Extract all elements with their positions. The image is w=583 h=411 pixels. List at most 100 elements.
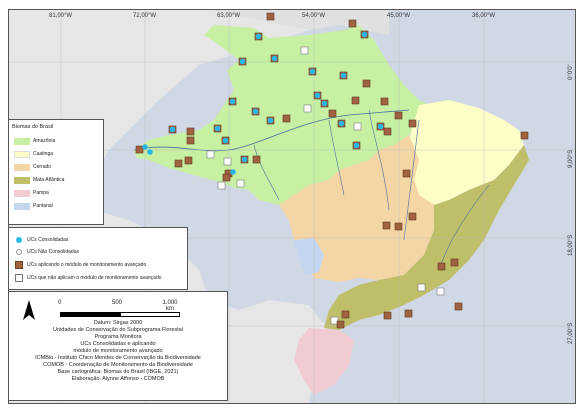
uc-applying-marker[interactable] <box>351 96 360 105</box>
tick-lat-3: 18,00°S <box>568 235 574 256</box>
legend-label-ucs-nao-aplicam: UCs que não aplicam o módulo de monitora… <box>27 275 162 281</box>
river-sao-francisco <box>438 184 490 271</box>
uc-applying-marker[interactable] <box>174 159 183 168</box>
uc-applying-marker[interactable] <box>408 212 417 221</box>
uc-applying-marker[interactable] <box>454 302 463 311</box>
caatinga-swatch <box>14 150 30 158</box>
uc-applying-marker[interactable] <box>222 173 231 182</box>
uc-consolidada-marker[interactable] <box>230 169 236 175</box>
uc-applying-marker[interactable] <box>184 156 193 165</box>
uc-applying-marker[interactable] <box>336 320 345 329</box>
legend-label-pantanal: Pantanal <box>33 203 53 209</box>
cyan-dot-icon <box>16 237 22 243</box>
uc-applying-marker[interactable] <box>382 221 391 230</box>
uc-applying-marker[interactable] <box>383 311 392 320</box>
legend-item-pantanal: Pantanal <box>14 202 53 210</box>
uc-applying-marker[interactable] <box>520 131 529 140</box>
uc-applying-marker[interactable] <box>266 12 275 21</box>
uc-consolidada-marker[interactable] <box>241 156 248 163</box>
info-author: Elaboração: Alynne Affonso - COMOB <box>71 376 165 382</box>
uc-applying-marker[interactable] <box>135 145 144 154</box>
uc-consolidada-marker[interactable] <box>321 100 328 107</box>
legend-label-ucs-aplicando: UCs aplicando o módulo de monitoramento … <box>27 262 147 268</box>
legend-label-ucs-consolidadas: UCs Consolidadas <box>27 237 69 243</box>
uc-applying-marker[interactable] <box>383 127 392 136</box>
tick-lon-5: 45,00°W <box>387 13 410 19</box>
uc-not-applying-marker[interactable] <box>417 283 426 292</box>
uc-consolidada-marker[interactable] <box>271 55 278 62</box>
legend-item-ucs-nao-aplicam: UCs que não aplicam o módulo de monitora… <box>15 274 162 282</box>
uc-not-applying-marker[interactable] <box>223 157 232 166</box>
biome-pantanal <box>294 238 324 275</box>
scale-segment-2 <box>120 312 180 317</box>
uc-consolidada-marker[interactable] <box>314 92 321 99</box>
uc-consolidada-marker[interactable] <box>309 68 316 75</box>
info-title-3: UCs Consolidadas e aplicando <box>80 341 156 347</box>
uc-consolidada-marker[interactable] <box>255 33 262 40</box>
legend-label-amazonia: Amazônia <box>33 138 56 144</box>
tick-lat-1: 0°0'0" <box>568 64 574 80</box>
uc-applying-marker[interactable] <box>186 136 195 145</box>
ucs-legend: UCs Consolidadas UCs Não Consolidadas UC… <box>8 227 188 290</box>
uc-applying-marker[interactable] <box>380 97 389 106</box>
uc-applying-marker[interactable] <box>450 258 459 267</box>
uc-consolidada-marker[interactable] <box>338 120 345 127</box>
uc-not-applying-marker[interactable] <box>217 181 226 190</box>
info-title-4: módulo de monitoramento avançado <box>73 348 163 354</box>
uc-not-applying-marker[interactable] <box>303 104 312 113</box>
uc-not-applying-marker[interactable] <box>436 287 445 296</box>
biomes-legend-title: Biomas do Brasil <box>12 124 54 130</box>
cerrado-swatch <box>14 163 30 171</box>
info-datum: Datum: Sirgas 2000 <box>93 320 143 326</box>
uc-consolidada-marker[interactable] <box>377 123 384 130</box>
neighbor-land-north <box>209 10 389 35</box>
uc-not-applying-marker[interactable] <box>206 150 215 159</box>
uc-consolidada-marker[interactable] <box>147 149 153 155</box>
uc-applying-marker[interactable] <box>362 79 371 88</box>
uc-consolidada-marker[interactable] <box>267 117 274 124</box>
uc-not-applying-marker[interactable] <box>353 122 362 131</box>
uc-applying-marker[interactable] <box>402 169 411 178</box>
biomes-legend: Biomas do Brasil Amazônia Caatinga Cerra… <box>8 119 104 225</box>
uc-applying-marker[interactable] <box>328 109 337 118</box>
uc-not-applying-marker[interactable] <box>330 316 339 325</box>
legend-item-ucs-aplicando: UCs aplicando o módulo de monitoramento … <box>15 261 146 269</box>
brown-square-icon <box>15 261 23 269</box>
uc-consolidada-marker[interactable] <box>252 108 259 115</box>
uc-consolidada-marker[interactable] <box>353 142 360 149</box>
uc-consolidada-marker[interactable] <box>239 58 246 65</box>
scale-label-500: 500 <box>112 300 123 306</box>
uc-consolidada-marker[interactable] <box>142 144 148 150</box>
uc-applying-marker[interactable] <box>437 262 446 271</box>
uc-consolidada-marker[interactable] <box>229 98 236 105</box>
info-base: Base cartográfica: Biomas do Brasil (IBG… <box>57 369 179 375</box>
white-square-icon <box>15 274 23 282</box>
uc-applying-marker[interactable] <box>408 119 417 128</box>
uc-consolidada-marker[interactable] <box>361 31 368 38</box>
uc-consolidada-marker[interactable] <box>340 72 347 79</box>
river-tocantins <box>403 119 420 241</box>
info-title-1: Unidades de Conservação do Subprograma F… <box>53 327 183 333</box>
uc-consolidada-marker[interactable] <box>169 126 176 133</box>
uc-applying-marker[interactable] <box>252 155 261 164</box>
river-tapajos <box>328 119 345 196</box>
uc-not-applying-marker[interactable] <box>300 46 309 55</box>
uc-applying-marker[interactable] <box>186 127 195 136</box>
legend-item-caatinga: Caatinga <box>14 150 53 158</box>
uc-not-applying-marker[interactable] <box>236 179 245 188</box>
info-icmbio: ICMBio - Instituto Chico Mendes de Conse… <box>35 355 201 361</box>
map-info-panel: 0 500 1.000 km Datum: Sirgas 2000 Unidad… <box>8 291 228 401</box>
uc-applying-marker[interactable] <box>394 222 403 231</box>
tick-lon-1: 81,00°W <box>49 13 72 19</box>
uc-applying-marker[interactable] <box>282 114 291 123</box>
legend-item-pampa: Pampa <box>14 189 49 197</box>
biome-mata-atlantica <box>324 145 529 330</box>
uc-consolidada-marker[interactable] <box>222 137 229 144</box>
legend-label-caatinga: Caatinga <box>33 151 54 157</box>
uc-applying-marker[interactable] <box>394 111 403 120</box>
uc-applying-marker[interactable] <box>348 19 357 28</box>
uc-applying-marker[interactable] <box>341 310 350 319</box>
uc-applying-marker[interactable] <box>404 309 413 318</box>
uc-consolidada-marker[interactable] <box>214 125 221 132</box>
